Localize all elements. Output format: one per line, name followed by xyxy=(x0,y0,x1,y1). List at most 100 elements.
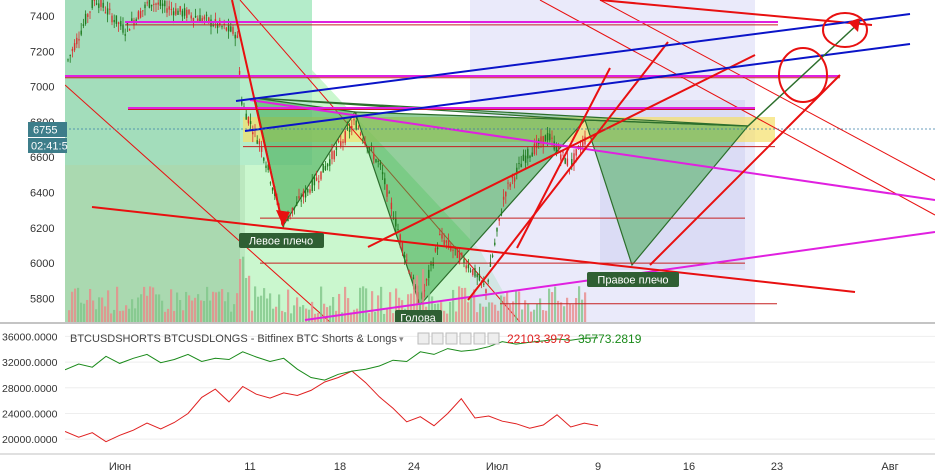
candle-body xyxy=(531,152,533,157)
volume-bar xyxy=(158,294,161,322)
visibility-icon[interactable] xyxy=(459,332,472,345)
volume-bar xyxy=(326,307,329,322)
legend-dropdown-icon[interactable]: ▾ xyxy=(399,334,404,344)
candle-body xyxy=(320,171,322,180)
volume-bar xyxy=(512,301,515,322)
volume-bar xyxy=(581,299,584,322)
candle-body xyxy=(210,19,212,27)
candle-body xyxy=(434,247,437,252)
candle-body xyxy=(111,15,113,23)
volume-bar xyxy=(518,291,521,322)
price-tick-label: 7000 xyxy=(30,82,54,94)
volume-bar xyxy=(350,312,353,322)
more-icon[interactable] xyxy=(473,332,486,345)
volume-bar xyxy=(215,292,218,322)
volume-bar xyxy=(197,294,200,322)
candle-body xyxy=(315,177,318,181)
candle-body xyxy=(172,11,175,16)
volume-bar xyxy=(368,313,371,322)
close-icon[interactable] xyxy=(487,332,500,345)
svg-text:Левое плечо: Левое плечо xyxy=(249,236,313,248)
candle-body xyxy=(289,214,291,216)
candle-body xyxy=(366,147,368,149)
volume-bar xyxy=(500,295,503,322)
candle-body xyxy=(155,3,157,5)
volume-bar xyxy=(107,290,110,322)
candle-body xyxy=(441,234,443,239)
candle-body xyxy=(461,252,463,256)
time-tick-label: Июл xyxy=(486,461,508,473)
volume-bar xyxy=(308,309,311,322)
label-right-shoulder: Правое плечо xyxy=(587,272,679,287)
candle-body xyxy=(551,137,553,139)
volume-bar xyxy=(476,312,479,322)
volume-bar xyxy=(260,295,263,322)
volume-bar xyxy=(374,311,377,322)
candle-body xyxy=(546,133,549,141)
candle-body xyxy=(181,10,184,17)
volume-bar xyxy=(323,303,326,322)
candle-body xyxy=(557,145,560,151)
candle-body xyxy=(302,191,305,198)
volume-bar xyxy=(266,298,269,322)
settings-icon[interactable] xyxy=(417,332,430,345)
candle-body xyxy=(489,262,492,267)
volume-bar xyxy=(149,286,152,322)
candle-body xyxy=(236,35,239,38)
candle-body xyxy=(395,217,397,227)
candle-body xyxy=(509,183,511,187)
volume-bar xyxy=(152,287,155,322)
volume-bar xyxy=(74,288,77,322)
candle-body xyxy=(82,24,85,26)
candle-body xyxy=(428,269,430,278)
candle-body xyxy=(115,15,118,24)
candle-body xyxy=(379,162,382,165)
candle-body xyxy=(164,0,166,7)
time-tick-label: 16 xyxy=(683,461,695,473)
candle-body xyxy=(102,2,104,8)
arrow-head xyxy=(276,210,290,226)
candle-body xyxy=(425,279,428,281)
longs-value: 35773.2819 xyxy=(578,332,642,346)
candle-body xyxy=(267,164,269,170)
candle-body xyxy=(73,43,76,51)
volume-bar xyxy=(80,302,83,322)
candle-body xyxy=(364,141,366,145)
candle-body xyxy=(533,143,536,155)
candle-body xyxy=(344,131,346,143)
svg-text:Правое плечо: Правое плечо xyxy=(597,275,668,287)
volume-bar xyxy=(563,306,566,322)
candle-body xyxy=(500,213,503,216)
volume-bar xyxy=(179,300,182,322)
candle-body xyxy=(403,255,406,258)
format-icon[interactable] xyxy=(431,332,444,345)
candle-body xyxy=(192,18,195,22)
main-pane[interactable]: Левое плечо Голова Правое плечо xyxy=(65,0,935,325)
candle-body xyxy=(190,15,192,19)
volume-bar xyxy=(410,293,413,322)
candle-body xyxy=(472,269,474,276)
volume-bar xyxy=(101,297,104,322)
time-tick-label: 24 xyxy=(408,461,420,473)
indicator-pane[interactable]: BTCUSDSHORTS BTCUSDLONGS - Bitfinex BTC … xyxy=(65,325,935,453)
volume-bar xyxy=(452,289,455,322)
candle-body xyxy=(78,38,80,41)
volume-bar xyxy=(554,286,557,322)
volume-bar xyxy=(182,310,185,322)
candle-body xyxy=(388,192,390,194)
candle-body xyxy=(485,289,487,293)
volume-bar xyxy=(533,309,536,322)
blue-channel xyxy=(235,13,911,132)
volume-bar xyxy=(272,308,275,322)
candle-body xyxy=(507,182,509,184)
candle-body xyxy=(183,8,186,16)
volume-bar xyxy=(242,256,245,322)
source-icon[interactable] xyxy=(445,332,458,345)
candle-body xyxy=(566,158,569,166)
volume-bar xyxy=(113,309,116,322)
candle-body xyxy=(263,157,265,161)
volume-bar xyxy=(269,293,272,322)
volume-bar xyxy=(176,292,179,322)
volume-bar xyxy=(428,290,431,322)
volume-bar xyxy=(218,291,221,322)
